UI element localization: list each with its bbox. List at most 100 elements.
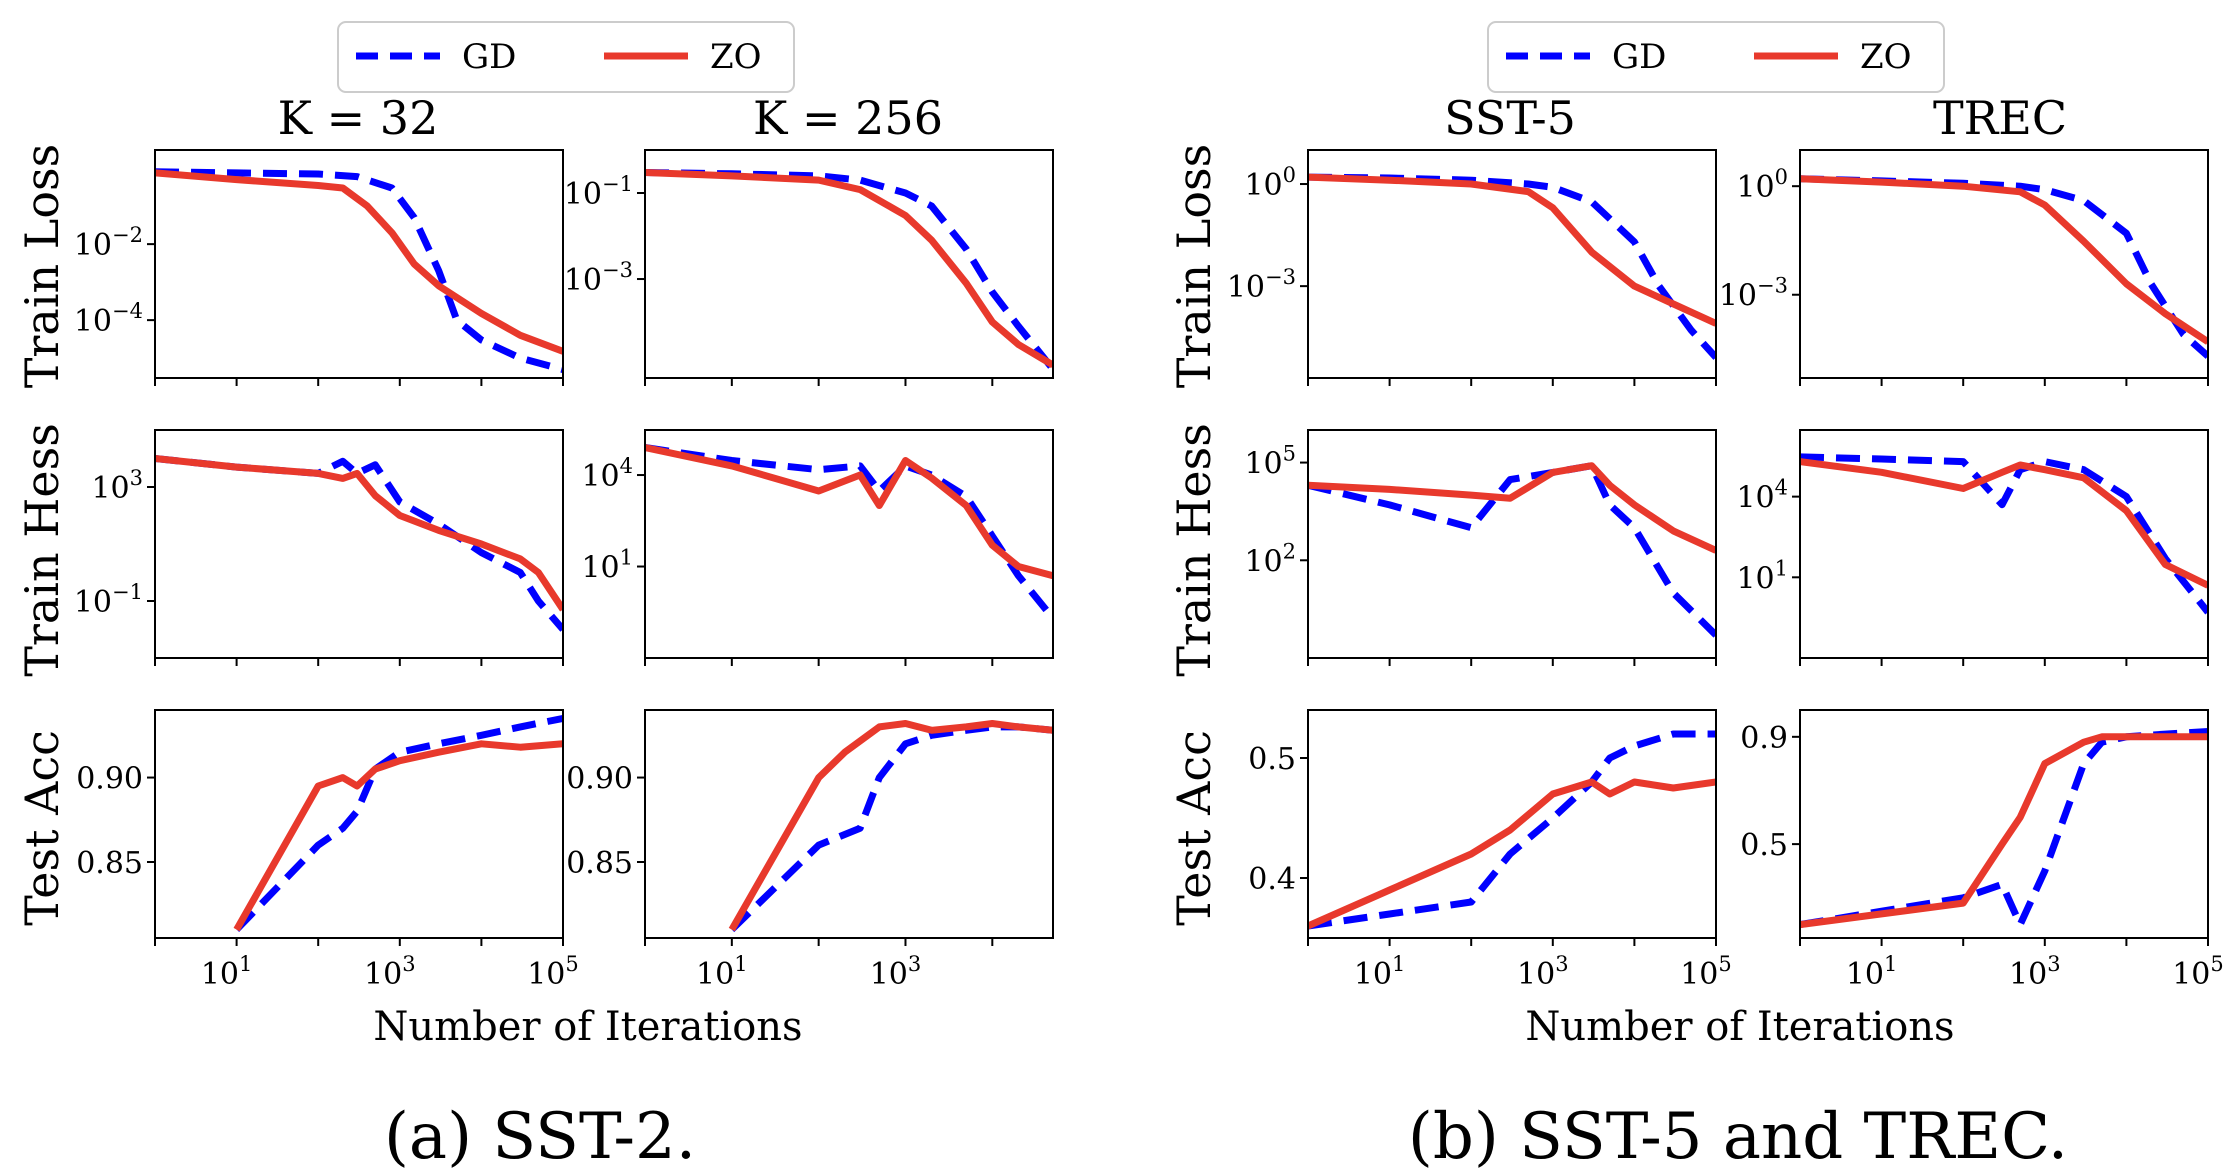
series-line-gd (1800, 728, 2208, 929)
ylabel-test-acc-right: Test Acc (1167, 730, 1221, 926)
y-tick-label: 10−1 (74, 580, 143, 620)
series-line-zo (645, 444, 1053, 580)
ylabel-train-hess-left: Train Hess (15, 423, 69, 677)
x-tick-label: 105 (527, 952, 579, 992)
x-tick-label: 103 (1517, 952, 1569, 992)
x-tick-label: 101 (1846, 952, 1898, 992)
ylabel-test-acc-left: Test Acc (15, 730, 69, 926)
legend-gd-label: GD (1612, 37, 1666, 77)
panel-k-256-train-hess: 104 101 (581, 429, 1054, 666)
x-tick-label: 101 (1354, 952, 1406, 992)
panel-k-32-test-acc: 0.85 0.90 101 103 105 (76, 709, 579, 992)
y-tick-label: 10−3 (1719, 274, 1788, 314)
x-tick-label: 101 (696, 952, 748, 992)
plot-frame (644, 149, 1054, 379)
y-tick-label: 10−1 (564, 172, 633, 212)
y-tick-label: 0.9 (1740, 721, 1788, 756)
y-tick-label: 102 (1244, 539, 1296, 579)
y-tick-label: 0.90 (566, 762, 633, 797)
legend-zo-label: ZO (710, 37, 762, 77)
plot-frame (1307, 429, 1717, 659)
series-line-zo (1800, 175, 2208, 345)
y-tick-label: 0.5 (1740, 828, 1788, 863)
x-tick-label: 103 (364, 952, 416, 992)
ylabel-train-hess-right: Train Hess (1167, 423, 1221, 677)
plot-frame (1799, 149, 2209, 379)
panels: 10−2 10−4 10−1 10−3 100 10−3 100 10−3 103 10−1 104… (74, 149, 2224, 992)
y-tick-label: 100 (1736, 165, 1788, 205)
column-title-k256: K = 256 (753, 91, 943, 145)
panel-trec-train-loss: 100 10−3 (1719, 149, 2209, 386)
plot-frame (1799, 709, 2209, 939)
legend-right: GD ZO (1487, 21, 1945, 93)
series-line-gd (1308, 173, 1716, 360)
legend-gd-label: GD (462, 37, 516, 77)
y-tick-label: 0.90 (76, 762, 143, 797)
panel-sst-5-train-hess: 105 102 (1244, 429, 1717, 666)
x-tick-label: 105 (2172, 952, 2224, 992)
y-tick-label: 10−2 (74, 223, 143, 263)
x-tick-label: 101 (201, 952, 253, 992)
xlabel-right: Number of Iterations (1525, 1004, 1954, 1050)
y-tick-label: 100 (1244, 163, 1296, 203)
panel-k-256-test-acc: 0.85 0.90 101 103 (566, 709, 1054, 992)
x-tick-label: 103 (870, 952, 922, 992)
plot-frame (154, 429, 564, 659)
series-line-gd (1308, 730, 1716, 930)
y-tick-label: 0.85 (566, 846, 633, 881)
y-tick-label: 104 (1736, 476, 1788, 516)
plot-frame (154, 149, 564, 379)
series-line-zo (1800, 733, 2208, 929)
ylabel-train-loss-left: Train Loss (15, 144, 69, 389)
y-tick-label: 103 (91, 466, 143, 506)
plot-frame (1307, 709, 1717, 939)
y-tick-label: 0.5 (1248, 742, 1296, 777)
panel-k-32-train-loss: 10−2 10−4 (74, 149, 564, 386)
panel-trec-train-hess: 104 101 (1736, 429, 2209, 666)
series-line-gd (645, 169, 1053, 372)
series-line-zo (645, 169, 1053, 369)
series-line-gd (155, 168, 563, 373)
panel-trec-test-acc: 0.5 0.9 101 103 105 (1740, 709, 2224, 992)
series-line-gd (155, 455, 563, 632)
y-tick-label: 0.4 (1248, 862, 1296, 897)
series-line-zo (1308, 778, 1716, 930)
caption-a: (a) SST-2. (384, 1100, 696, 1174)
y-tick-label: 101 (1736, 556, 1788, 596)
series-line-gd (1800, 175, 2208, 359)
legend-left: GD ZO (337, 21, 795, 93)
xlabel-left: Number of Iterations (373, 1004, 802, 1050)
series-line-zo (1800, 458, 2208, 589)
y-tick-label: 105 (1244, 442, 1296, 482)
caption-b: (b) SST-5 and TREC. (1408, 1100, 2068, 1174)
y-tick-label: 104 (581, 454, 633, 494)
y-tick-label: 0.85 (76, 846, 143, 881)
panel-k-256-train-loss: 10−1 10−3 (564, 149, 1054, 386)
series-line-gd (729, 723, 1053, 933)
column-title-k32: K = 32 (278, 91, 439, 145)
column-title-trec: TREC (1933, 91, 2067, 145)
series-line-gd (234, 714, 563, 933)
series-line-zo (1308, 173, 1716, 327)
y-tick-label: 10−3 (564, 258, 633, 298)
series-line-zo (728, 720, 1053, 932)
series-line-zo (155, 169, 563, 355)
plot-frame (1799, 429, 2209, 659)
plot-frame (1307, 149, 1717, 379)
series-line-zo (1308, 462, 1716, 554)
series-line-zo (233, 740, 563, 932)
x-tick-label: 105 (1680, 952, 1732, 992)
panel-sst-5-train-loss: 100 10−3 (1227, 149, 1717, 386)
plot-frame (154, 709, 564, 939)
series-line-zo (155, 455, 563, 612)
y-tick-label: 10−3 (1227, 265, 1296, 305)
ylabel-train-loss-right: Train Loss (1167, 144, 1221, 389)
panel-k-32-train-hess: 103 10−1 (74, 429, 564, 666)
column-title-sst5: SST-5 (1444, 91, 1576, 145)
plot-frame (644, 429, 1054, 659)
legend-zo-label: ZO (1860, 37, 1912, 77)
y-tick-label: 101 (581, 546, 633, 586)
series-line-gd (645, 444, 1053, 621)
panel-sst-5-test-acc: 0.4 0.5 101 103 105 (1248, 709, 1732, 992)
